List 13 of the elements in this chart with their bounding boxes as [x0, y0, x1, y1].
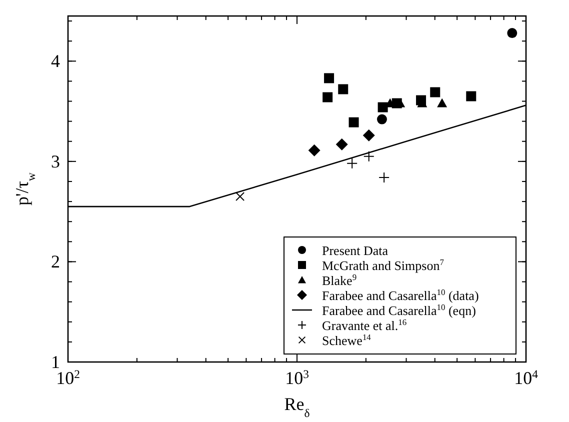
legend-label: McGrath and Simpson$^{7}$: [322, 257, 444, 273]
x-tick-label: 10$^{4}$: [514, 368, 538, 388]
legend-label: Farabee and Casarella$^{10}$ (eqn): [322, 302, 476, 318]
legend-label: Farabee and Casarella$^{10}$ (data): [322, 287, 479, 303]
y-tick-label: 2: [51, 252, 60, 272]
y-tick-label: 4: [51, 51, 60, 72]
legend-label: Schewe$^{14}$: [322, 332, 372, 348]
legend-label: Gravante et al.$^{16}$: [322, 317, 407, 333]
legend-label: Blake$^{9}$: [322, 272, 357, 288]
x-tick-label: 10$^{3}$: [285, 368, 310, 388]
y-tick-label: 3: [51, 151, 60, 172]
legend-label: Present Data: [322, 243, 388, 258]
x-axis-title: Re$_{δ}$: [284, 394, 310, 420]
